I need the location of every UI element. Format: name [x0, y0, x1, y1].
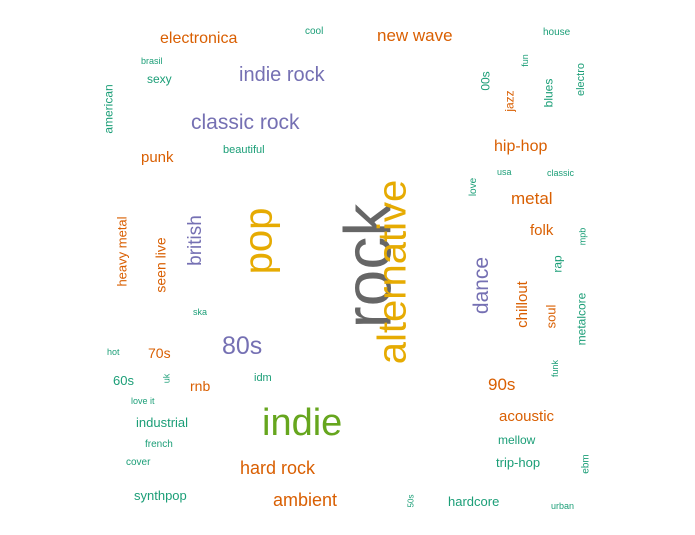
word-mpb: mpb — [577, 227, 588, 246]
word-sexy: sexy — [147, 72, 172, 86]
word-funk: funk — [550, 359, 561, 378]
word-metalcore: metalcore — [574, 292, 589, 346]
word-alternative: alternative — [370, 179, 415, 365]
word-house: house — [543, 27, 571, 38]
word-american: american — [101, 84, 116, 134]
word-new-wave: new wave — [377, 26, 453, 45]
word-industrial: industrial — [136, 415, 189, 430]
word-ebm: ebm — [580, 454, 592, 474]
word-cool: cool — [305, 26, 324, 37]
word-rnb: rnb — [190, 378, 211, 394]
word-brasil: brasil — [141, 56, 163, 66]
word-hard-rock: hard rock — [240, 458, 316, 478]
word-hot: hot — [107, 347, 120, 357]
word-mellow: mellow — [498, 433, 536, 447]
word-classic: classic — [547, 168, 575, 178]
word-pop: pop — [236, 207, 281, 275]
word-electro: electro — [575, 62, 588, 97]
word-electronica: electronica — [160, 30, 238, 47]
word-folk: folk — [530, 222, 554, 239]
word-metal: metal — [511, 189, 553, 208]
word-indie: indie — [262, 402, 343, 444]
word-indie-rock: indie rock — [239, 64, 325, 86]
word-ska: ska — [193, 307, 208, 317]
word-dance: dance — [470, 256, 494, 315]
word-love: love — [468, 177, 480, 197]
word-punk: punk — [141, 149, 174, 166]
word-love-it: love it — [131, 396, 155, 406]
word-blues: blues — [541, 78, 556, 108]
word-90s: 90s — [488, 375, 516, 394]
word-ambient: ambient — [273, 490, 338, 510]
word-rap: rap — [550, 255, 565, 273]
word-soul: soul — [543, 304, 559, 329]
word-70s: 70s — [148, 345, 171, 361]
word-80s: 80s — [222, 332, 263, 360]
word-idm: idm — [254, 372, 272, 384]
word-synthpop: synthpop — [134, 488, 187, 503]
word-50s: 50s — [406, 494, 416, 508]
word-chillout: chillout — [513, 281, 531, 328]
word-seen-live: seen live — [152, 237, 169, 293]
word-acoustic: acoustic — [499, 408, 555, 425]
word-british: british — [184, 215, 206, 266]
word-heavy-metal: heavy metal — [114, 216, 130, 287]
word-trip-hop: trip-hop — [496, 455, 541, 470]
word-cover: cover — [126, 457, 151, 468]
word-usa: usa — [497, 167, 512, 177]
word-urban: urban — [551, 501, 575, 511]
word-french: french — [145, 439, 173, 450]
word-hardcore: hardcore — [448, 494, 500, 509]
word-classic-rock: classic rock — [191, 111, 300, 134]
word-uk: uk — [161, 373, 172, 384]
word-jazz: jazz — [502, 90, 517, 112]
word-hip-hop: hip-hop — [494, 138, 548, 155]
word-fun: fun — [519, 54, 530, 67]
word-60s: 60s — [113, 373, 134, 388]
word-00s: 00s — [478, 71, 493, 91]
word-beautiful: beautiful — [223, 144, 265, 156]
